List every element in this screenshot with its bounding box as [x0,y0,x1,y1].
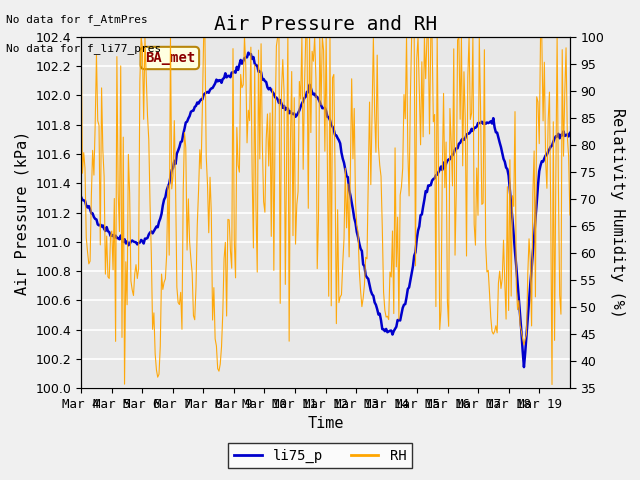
Title: Air Pressure and RH: Air Pressure and RH [214,15,437,34]
Legend: li75_p, RH: li75_p, RH [228,443,412,468]
Y-axis label: Air Pressure (kPa): Air Pressure (kPa) [15,131,30,295]
X-axis label: Time: Time [307,417,344,432]
Text: No data for f_li77_pres: No data for f_li77_pres [6,43,162,54]
Text: No data for f_AtmPres: No data for f_AtmPres [6,14,148,25]
Y-axis label: Relativity Humidity (%): Relativity Humidity (%) [610,108,625,317]
Text: BA_met: BA_met [145,51,195,65]
